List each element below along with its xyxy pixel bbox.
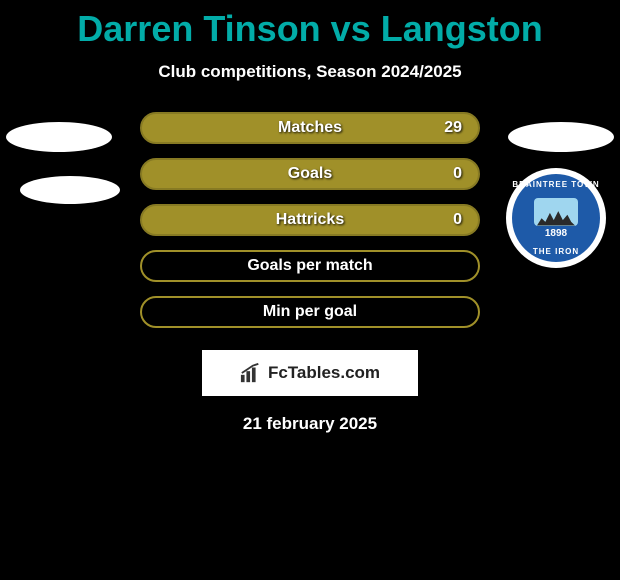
- player-avatar-placeholder-left-1: [6, 122, 112, 152]
- chart-icon: [240, 363, 262, 383]
- stat-bar: Matches 29: [140, 112, 480, 144]
- stat-value: 29: [444, 119, 462, 137]
- badge-scene: [534, 198, 578, 226]
- stat-label: Goals per match: [247, 257, 372, 275]
- brand-text: FcTables.com: [268, 363, 380, 383]
- stat-label: Min per goal: [263, 303, 357, 321]
- stat-value: 0: [453, 211, 462, 229]
- stat-label: Goals: [288, 165, 332, 183]
- player-avatar-placeholder-left-2: [20, 176, 120, 204]
- stat-label: Hattricks: [276, 211, 344, 229]
- stat-bar: Min per goal: [140, 296, 480, 328]
- badge-top-text: BRAINTREE TOWN: [512, 180, 599, 189]
- stat-bar: Goals per match: [140, 250, 480, 282]
- brand-logo: FcTables.com: [202, 350, 418, 396]
- stat-value: 0: [453, 165, 462, 183]
- club-badge: BRAINTREE TOWN 1898 THE IRON: [506, 168, 606, 268]
- player-avatar-placeholder-right-1: [508, 122, 614, 152]
- stat-label: Matches: [278, 119, 342, 137]
- badge-bottom-text: THE IRON: [533, 247, 579, 256]
- subtitle: Club competitions, Season 2024/2025: [0, 62, 620, 82]
- badge-year: 1898: [545, 228, 567, 239]
- stat-bar: Goals 0: [140, 158, 480, 190]
- footer-date: 21 february 2025: [0, 414, 620, 434]
- stat-bar: Hattricks 0: [140, 204, 480, 236]
- page-title: Darren Tinson vs Langston: [0, 0, 620, 50]
